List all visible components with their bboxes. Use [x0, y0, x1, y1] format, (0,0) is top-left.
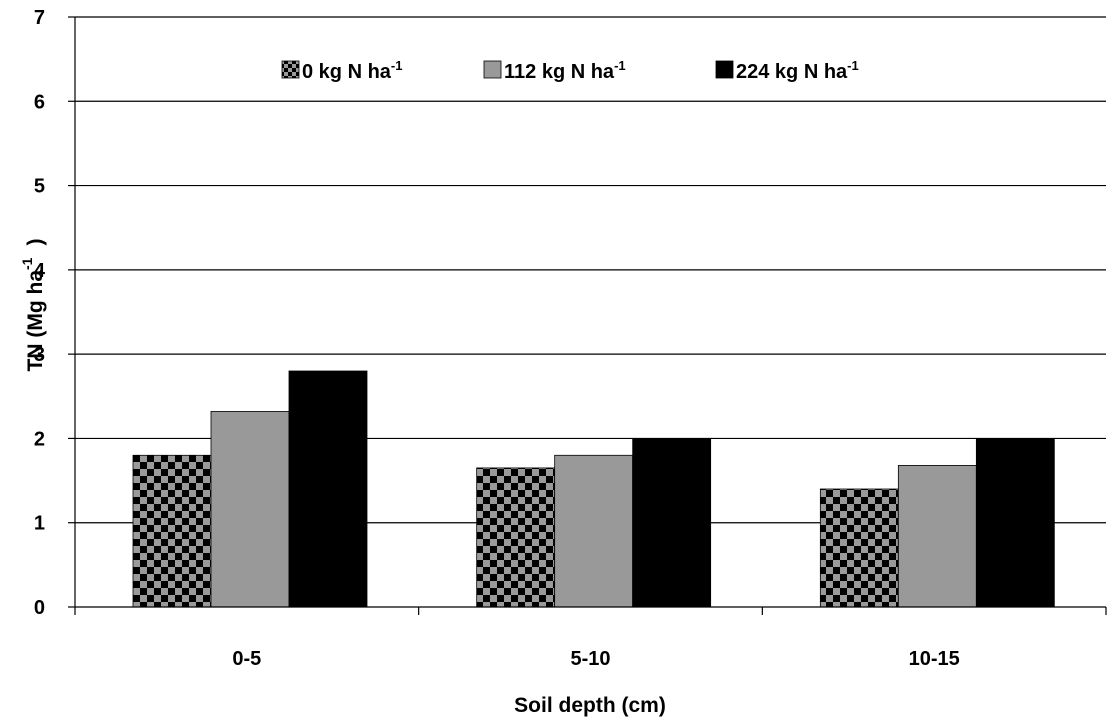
bar: [819, 488, 899, 608]
legend-label: 0 kg N ha-1: [302, 58, 402, 83]
x-tick-label: 5-10: [570, 648, 610, 670]
y-tick-label: 4: [34, 260, 46, 282]
x-tick-label: 10-15: [909, 648, 960, 670]
legend-item: 0 kg N ha-1: [281, 58, 402, 83]
axes: [68, 16, 1107, 615]
bar: [897, 464, 977, 608]
y-axis-label: TN (Mg ha-1): [19, 239, 47, 372]
legend-label: 112 kg N ha-1: [504, 58, 626, 83]
bar: [975, 438, 1055, 608]
bar: [476, 467, 556, 608]
bar: [554, 454, 634, 608]
legend-label: 224 kg N ha-1: [736, 58, 859, 83]
y-tick-label: 7: [34, 7, 45, 29]
y-axis-label-text: TN (Mg ha: [24, 270, 47, 372]
legend-item: 224 kg N ha-1: [715, 58, 859, 83]
y-axis-label-close: ): [24, 239, 47, 246]
bar: [632, 438, 712, 608]
y-tick-label: 0: [34, 597, 45, 619]
y-tick-label: 1: [34, 513, 45, 535]
y-tick-label: 3: [34, 344, 45, 366]
legend-item: 112 kg N ha-1: [483, 58, 626, 83]
bar: [288, 370, 368, 608]
x-tick-labels: 0-5 5-10 10-15: [232, 648, 959, 670]
legend-swatch: [483, 60, 502, 79]
x-axis-label: Soil depth (cm): [514, 694, 666, 717]
y-tick-label: 5: [34, 176, 45, 198]
y-tick-label: 6: [34, 91, 45, 113]
legend-swatch: [281, 60, 300, 79]
y-tick-labels: 0 1 2 3 4 5 6 7: [34, 7, 46, 619]
legend: 0 kg N ha-1 112 kg N ha-1 224 kg N ha-1: [281, 58, 859, 83]
y-axis-label-superscript: -1: [19, 257, 35, 270]
y-tick-label: 2: [34, 428, 45, 450]
bar: [210, 411, 290, 608]
legend-swatch: [715, 60, 734, 79]
bar: [132, 454, 212, 608]
svg-text:TN (Mg ha-1): TN (Mg ha-1): [19, 239, 47, 372]
x-tick-label: 0-5: [232, 648, 261, 670]
bars: [132, 370, 1055, 608]
